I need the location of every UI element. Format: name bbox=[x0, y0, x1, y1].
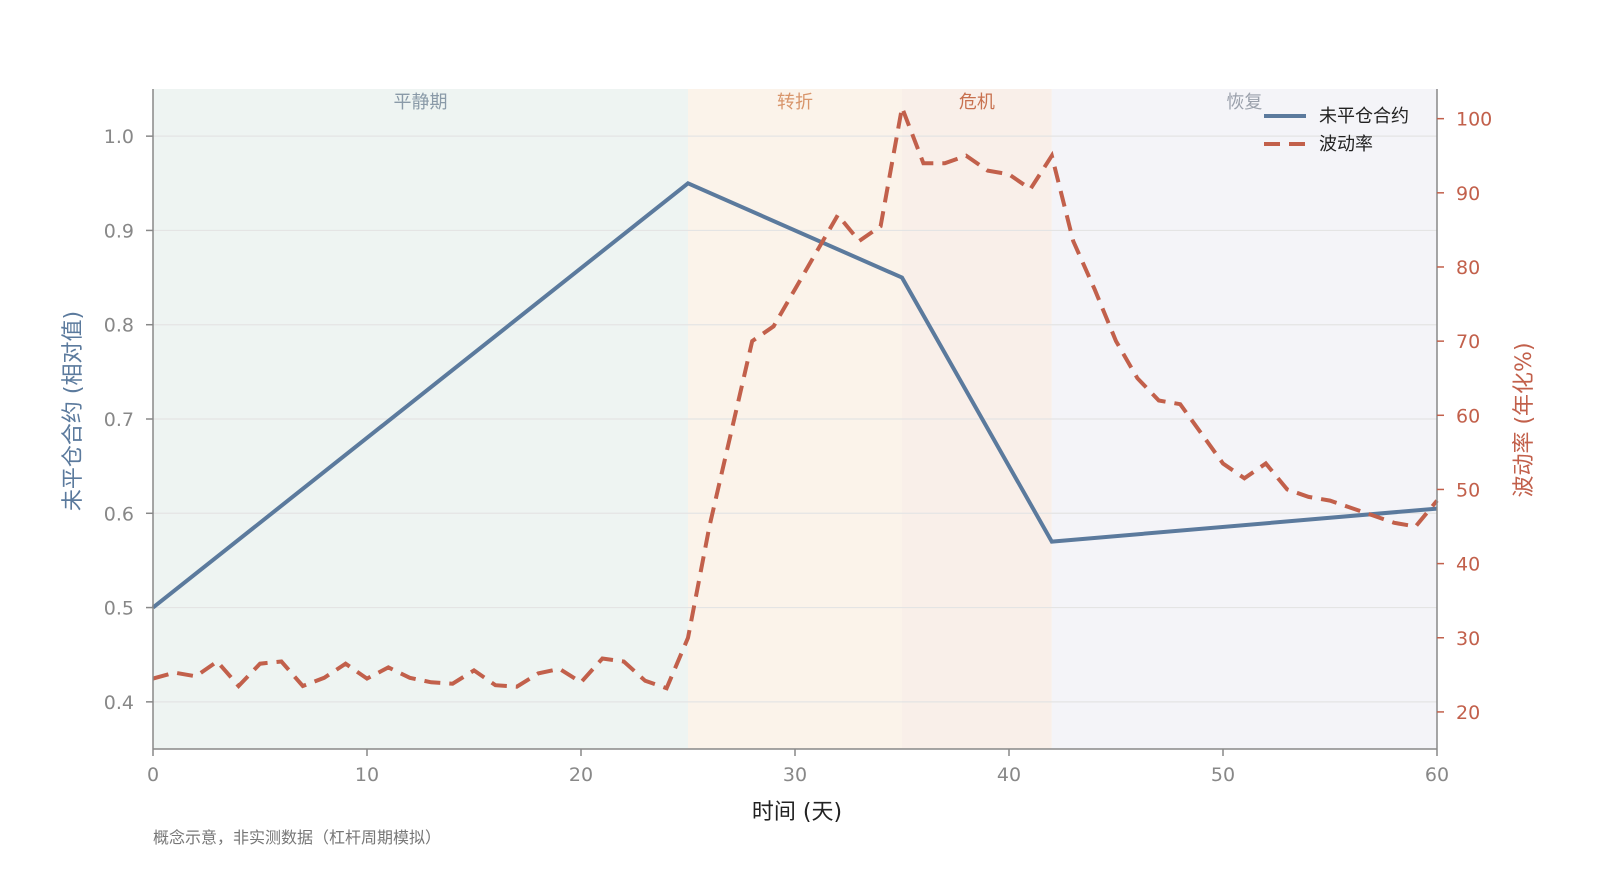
y-left-tick-label: 0.9 bbox=[104, 220, 134, 242]
region-labels-layer: 平静期 转折 危机 恢复 bbox=[394, 92, 1263, 113]
y-right-tick-label: 90 bbox=[1456, 183, 1480, 205]
x-tick-label: 0 bbox=[147, 764, 159, 786]
region-label: 恢复 bbox=[1226, 92, 1262, 113]
x-tick-label: 10 bbox=[355, 764, 379, 786]
volatility-line bbox=[152, 100, 1439, 691]
y-right-tick-label: 50 bbox=[1456, 479, 1480, 501]
region-label: 平静期 bbox=[394, 92, 448, 113]
open-interest-line bbox=[151, 180, 1438, 610]
y-left-tick-label: 0.5 bbox=[104, 598, 134, 620]
x-tick-label: 30 bbox=[783, 764, 807, 786]
x-tick-label: 50 bbox=[1211, 764, 1235, 786]
legend-label: 未平仓合约 bbox=[1319, 106, 1409, 127]
y-right-tick-label: 100 bbox=[1456, 109, 1492, 131]
y-right-tick-label: 30 bbox=[1456, 628, 1480, 650]
legend-label: 波动率 bbox=[1319, 134, 1373, 155]
region-label: 转折 bbox=[777, 92, 813, 113]
y-right-tick-label: 40 bbox=[1456, 554, 1480, 576]
y-right-tick-label: 80 bbox=[1456, 257, 1480, 279]
axes-layer: 0 10 20 30 40 50 60 0.4 0.5 0.6 0.7 0.8 0.9 1.0 20 30 40… bbox=[104, 89, 1492, 786]
x-tick-label: 60 bbox=[1425, 764, 1449, 786]
y-right-tick-label: 20 bbox=[1456, 702, 1480, 724]
y-left-tick-label: 0.4 bbox=[104, 692, 134, 714]
y-left-tick-label: 1.0 bbox=[104, 126, 134, 148]
series-layer bbox=[151, 100, 1439, 691]
y-left-tick-label: 0.7 bbox=[104, 409, 134, 431]
y-right-axis-title: 波动率 (年化%) bbox=[1512, 342, 1537, 497]
y-left-tick-label: 0.8 bbox=[104, 315, 134, 337]
x-axis-title: 时间 (天) bbox=[752, 800, 842, 825]
x-tick-label: 20 bbox=[569, 764, 593, 786]
y-right-tick-label: 60 bbox=[1456, 405, 1480, 427]
x-tick-label: 40 bbox=[997, 764, 1021, 786]
footnote: 概念示意，非实测数据（杠杆周期模拟） bbox=[153, 828, 441, 847]
y-left-tick-label: 0.6 bbox=[104, 503, 134, 525]
y-left-axis-title: 未平仓合约 (相对值) bbox=[61, 311, 86, 511]
y-right-tick-label: 70 bbox=[1456, 331, 1480, 353]
region-label: 危机 bbox=[959, 92, 995, 113]
